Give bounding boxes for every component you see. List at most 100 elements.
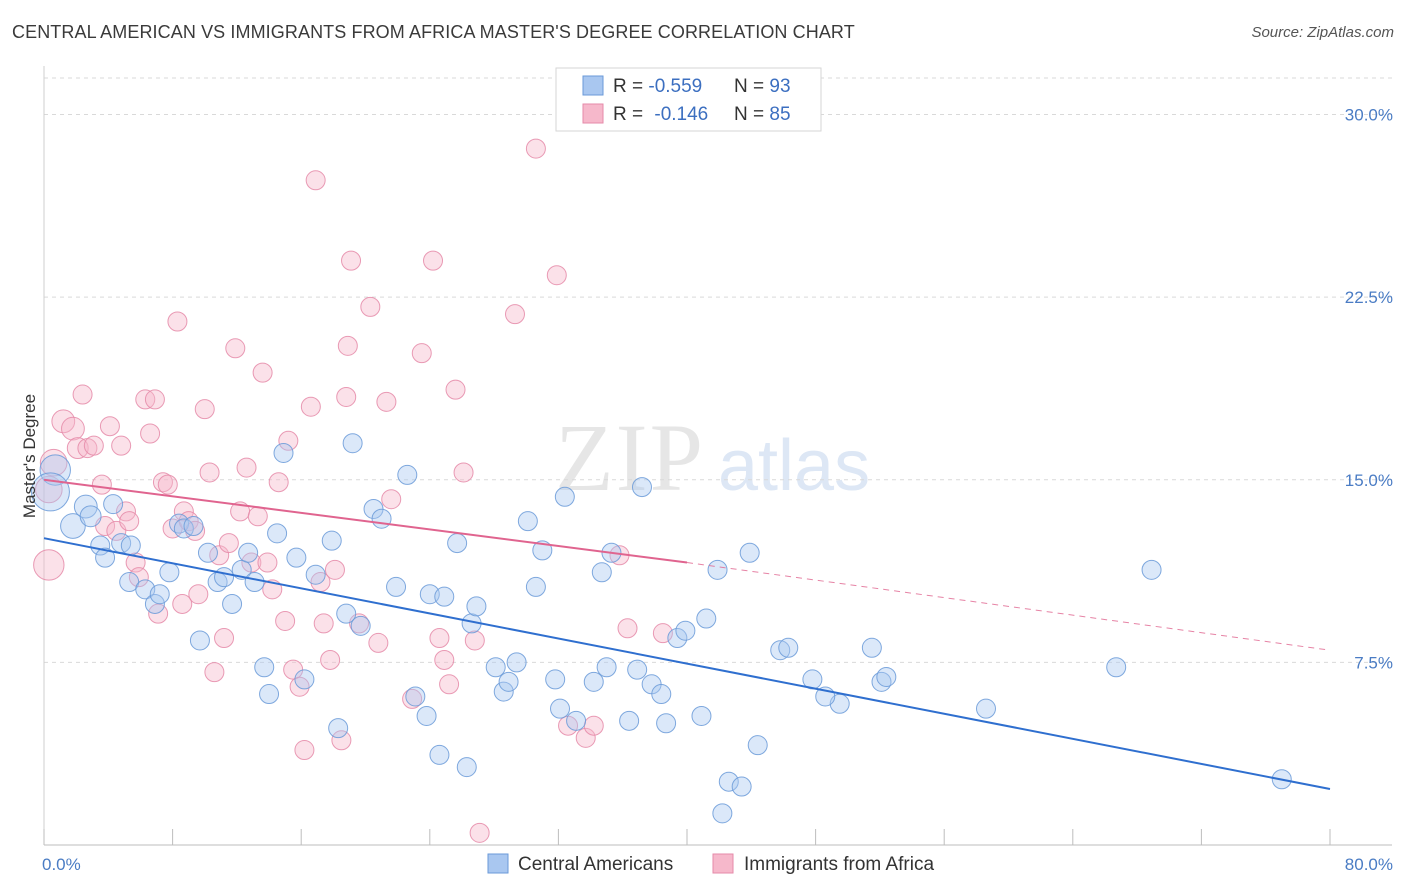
point-central-americans	[731, 776, 752, 797]
point-central-americans	[506, 652, 527, 673]
point-central-americans	[554, 486, 575, 507]
point-central-americans	[294, 669, 315, 690]
point-central-americans	[596, 657, 617, 678]
point-immigrants-from-africa	[331, 730, 352, 751]
point-immigrants-from-africa	[464, 630, 485, 651]
point-immigrants-from-africa	[35, 475, 63, 504]
point-central-americans	[532, 540, 553, 561]
point-central-americans	[525, 576, 546, 597]
point-immigrants-from-africa	[336, 386, 357, 407]
point-immigrants-from-africa	[278, 430, 299, 451]
point-immigrants-from-africa	[583, 715, 604, 736]
point-central-americans	[493, 681, 514, 702]
point-central-americans	[79, 505, 102, 528]
point-immigrants-from-africa	[341, 250, 362, 271]
point-central-americans	[619, 710, 640, 731]
svg-text:R = -0.559: R = -0.559	[613, 76, 702, 97]
point-immigrants-from-africa	[91, 474, 112, 495]
point-immigrants-from-africa	[617, 618, 638, 639]
point-immigrants-from-africa	[172, 593, 193, 614]
point-central-americans	[861, 637, 882, 658]
point-immigrants-from-africa	[194, 399, 215, 420]
point-central-americans	[222, 593, 243, 614]
point-immigrants-from-africa	[434, 649, 455, 670]
point-immigrants-from-africa	[381, 489, 402, 510]
point-immigrants-from-africa	[247, 506, 268, 527]
point-central-americans	[267, 523, 288, 544]
point-immigrants-from-africa	[320, 649, 341, 670]
point-central-americans	[517, 511, 538, 532]
point-immigrants-from-africa	[218, 533, 239, 554]
point-immigrants-from-africa	[525, 138, 546, 159]
point-central-americans	[566, 710, 587, 731]
point-immigrants-from-africa	[313, 613, 334, 634]
point-immigrants-from-africa	[429, 628, 450, 649]
point-central-americans	[739, 542, 760, 563]
point-central-americans	[120, 535, 141, 556]
series-immigrants-from-africa	[33, 138, 673, 843]
bottom-legend-swatch-blue	[487, 853, 509, 874]
point-central-americans	[1141, 559, 1162, 580]
watermark-atlas: atlas	[718, 426, 870, 506]
point-central-americans	[485, 657, 506, 678]
point-central-americans	[183, 516, 204, 537]
x-tick-label: 80.0%	[1345, 855, 1393, 874]
point-central-americans	[651, 684, 672, 705]
point-immigrants-from-africa	[173, 501, 194, 522]
point-immigrants-from-africa	[214, 628, 235, 649]
point-central-americans	[342, 433, 363, 454]
point-immigrants-from-africa	[188, 584, 209, 605]
point-central-americans	[149, 584, 170, 605]
chart-title: CENTRAL AMERICAN VS IMMIGRANTS FROM AFRI…	[12, 22, 855, 42]
point-immigrants-from-africa	[72, 384, 93, 405]
point-central-americans	[273, 442, 294, 463]
legend-r-value-2: -0.146	[654, 104, 708, 125]
point-immigrants-from-africa	[111, 435, 132, 456]
point-immigrants-from-africa	[575, 727, 596, 748]
point-central-americans	[189, 630, 210, 651]
point-immigrants-from-africa	[324, 559, 345, 580]
point-immigrants-from-africa	[411, 343, 432, 364]
y-tick-label: 7.5%	[1354, 653, 1393, 672]
point-central-americans	[707, 559, 728, 580]
point-central-americans	[675, 620, 696, 641]
point-immigrants-from-africa	[368, 632, 389, 653]
series-central-americans	[30, 433, 1292, 824]
point-central-americans	[60, 513, 86, 539]
legend-r-value-1: -0.559	[648, 76, 702, 97]
y-axis-label: Master's Degree	[20, 394, 39, 518]
point-central-americans	[545, 669, 566, 690]
x-tick-label: 0.0%	[42, 855, 81, 874]
point-central-americans	[416, 705, 437, 726]
svg-text:R = -0.146: R = -0.146	[613, 104, 708, 125]
point-central-americans	[583, 671, 604, 692]
point-immigrants-from-africa	[305, 170, 326, 191]
y-tick-label: 22.5%	[1345, 288, 1393, 307]
trend-lines	[43, 478, 1331, 790]
point-central-americans	[328, 718, 349, 739]
point-central-americans	[95, 547, 116, 568]
point-central-americans	[321, 530, 342, 551]
point-central-americans	[876, 666, 897, 687]
point-central-americans	[447, 533, 468, 554]
point-immigrants-from-africa	[275, 610, 296, 631]
point-immigrants-from-africa	[140, 423, 161, 444]
point-central-americans	[214, 567, 235, 588]
point-immigrants-from-africa	[268, 472, 289, 493]
point-central-americans	[550, 698, 571, 719]
point-central-americans	[747, 735, 768, 756]
trend-line-extension-immigrants-from-africa	[686, 562, 1331, 651]
point-central-americans	[456, 757, 477, 778]
legend-swatch-pink	[582, 103, 604, 124]
trend-line-central-americans	[43, 537, 1331, 790]
point-immigrants-from-africa	[402, 688, 423, 709]
legend-r-label-1: R =	[613, 76, 648, 97]
watermark-zip: ZIP	[555, 404, 705, 511]
point-central-americans	[667, 628, 688, 649]
point-immigrants-from-africa	[439, 674, 460, 695]
legend-n-value-2: 85	[769, 104, 790, 125]
point-immigrants-from-africa	[128, 567, 149, 588]
legend-r-label-2: R =	[613, 104, 648, 125]
point-central-americans	[718, 771, 739, 792]
trend-line-immigrants-from-africa	[43, 478, 688, 564]
